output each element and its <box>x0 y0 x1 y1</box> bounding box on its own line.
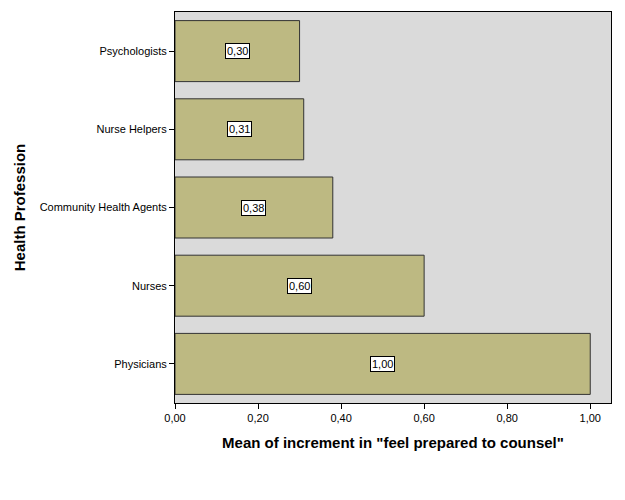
svg-text:1,00: 1,00 <box>580 412 601 424</box>
svg-text:0,80: 0,80 <box>496 412 517 424</box>
svg-text:0,20: 0,20 <box>247 412 268 424</box>
svg-text:0,30: 0,30 <box>227 45 248 57</box>
svg-text:0,38: 0,38 <box>243 202 264 214</box>
svg-text:0,40: 0,40 <box>330 412 351 424</box>
svg-text:Physicians: Physicians <box>114 358 167 370</box>
svg-text:1,00: 1,00 <box>372 358 393 370</box>
svg-text:Nurse Helpers: Nurse Helpers <box>96 123 167 135</box>
svg-text:0,31: 0,31 <box>229 123 250 135</box>
svg-text:Nurses: Nurses <box>132 280 167 292</box>
svg-text:0,00: 0,00 <box>164 412 185 424</box>
svg-text:Psychologists: Psychologists <box>100 45 168 57</box>
svg-text:Mean of increment in "feel pre: Mean of increment in "feel prepared to c… <box>222 434 564 451</box>
svg-text:0,60: 0,60 <box>413 412 434 424</box>
svg-text:Community Health Agents: Community Health Agents <box>40 201 168 213</box>
svg-text:Health Profession: Health Profession <box>11 144 28 272</box>
svg-text:0,60: 0,60 <box>289 280 310 292</box>
